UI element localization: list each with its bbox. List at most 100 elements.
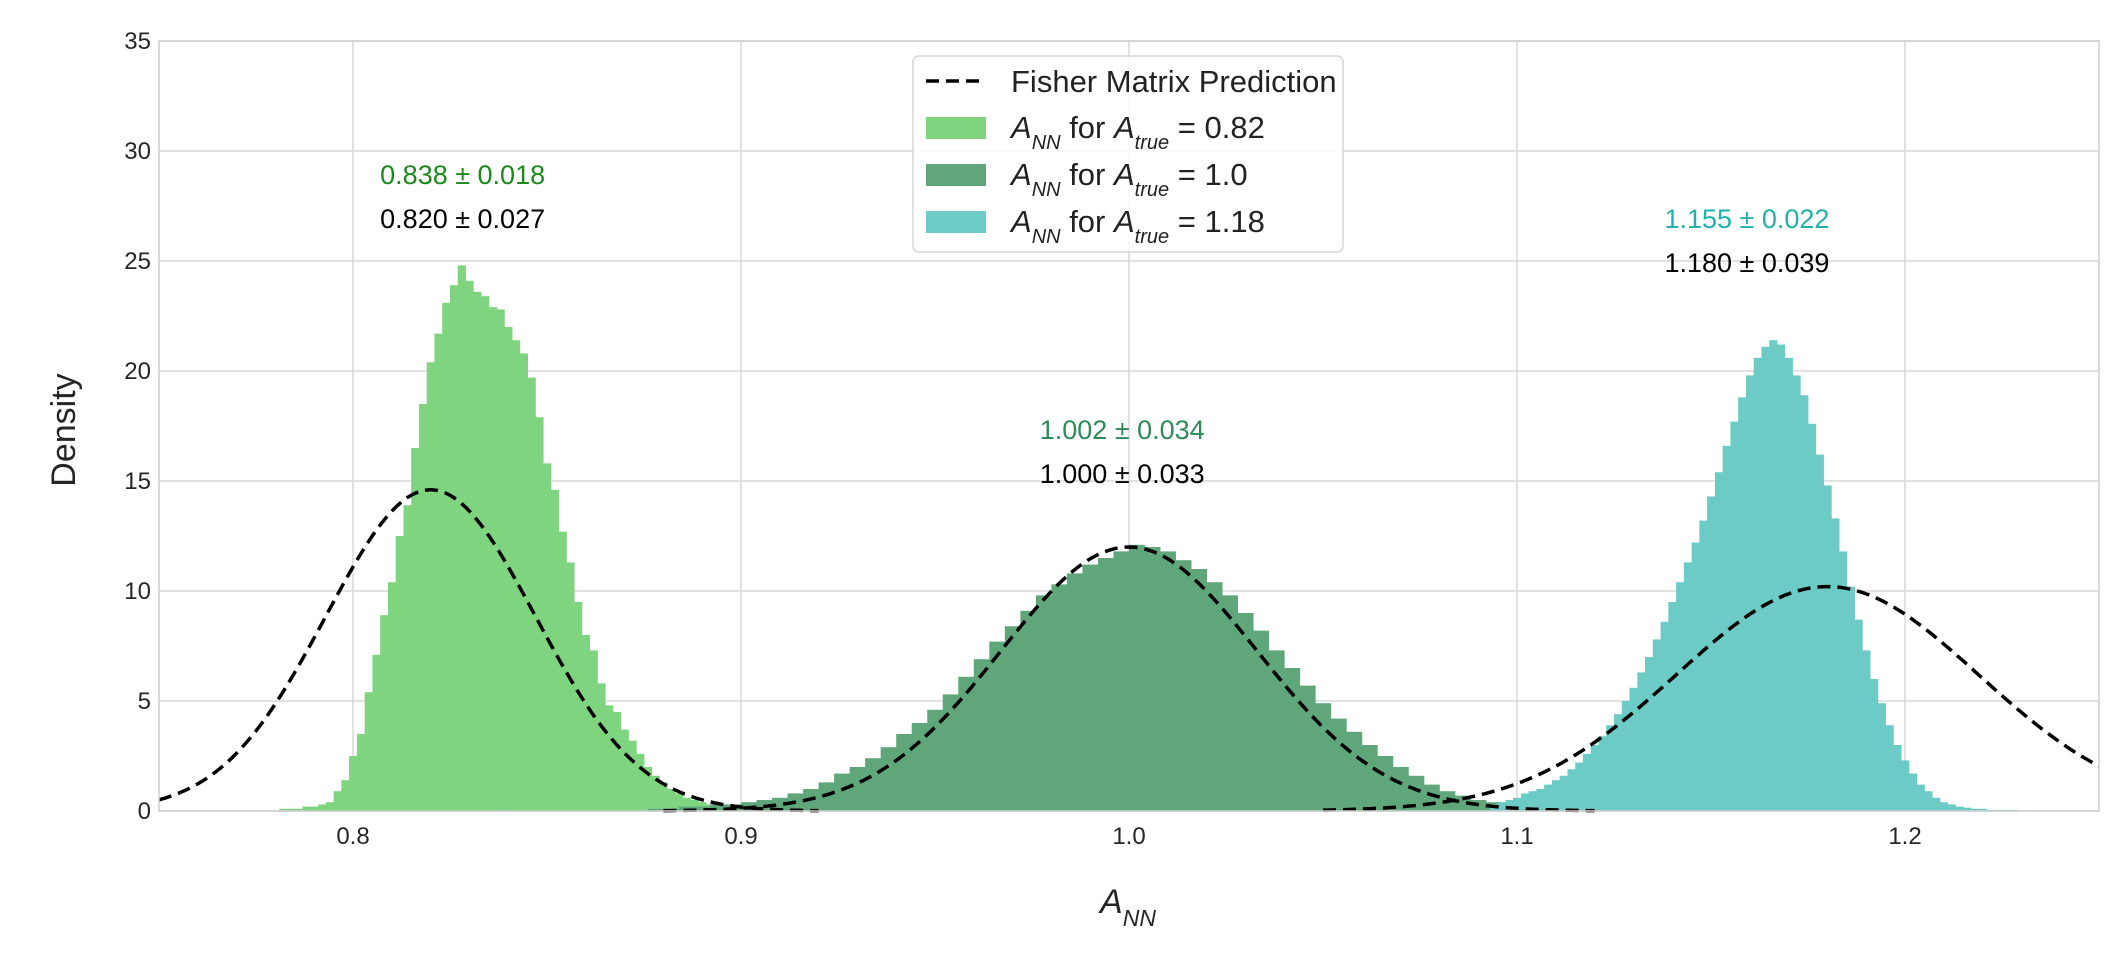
hist-0-bar-30: [512, 340, 521, 811]
hist-0-bar-26: [481, 296, 490, 811]
hist-0-bar-28: [496, 309, 505, 811]
hist-2-bar-19: [1637, 672, 1646, 811]
hist-1-bar-34: [1175, 560, 1192, 811]
hist-2-bar-1: [1497, 802, 1506, 811]
y-tick-label-5: 25: [124, 248, 151, 275]
hist-2-bar-55: [1916, 784, 1925, 811]
hist-0-bar-22: [450, 285, 459, 811]
legend-label-082: ANN for Atrue = 0.82: [1009, 110, 1265, 154]
hist-1-bar-29: [1097, 558, 1114, 811]
plot-frame: [158, 40, 2100, 812]
fisher-curve-2: [1323, 584, 2100, 812]
annotation-5: 1.180 ± 0.039: [1664, 248, 1829, 278]
hist-1-bar-18: [927, 709, 944, 811]
hist-0-bar-40: [589, 650, 598, 811]
hist-0-bar-46: [636, 753, 645, 811]
annotations: 0.838 ± 0.018 0.820 ± 0.027 1.002 ± 0.034 1…: [380, 160, 1829, 489]
hist-0-bar-11: [364, 692, 373, 811]
hist-0-bar-21: [442, 302, 451, 811]
hist-2-bar-12: [1582, 753, 1592, 811]
hist-0-bar-24: [465, 280, 474, 811]
hist-0-bar-0: [279, 808, 288, 811]
hist-2-bar-36: [1769, 340, 1778, 811]
legend-swatch-100: [926, 164, 986, 186]
hist-2-bar-13: [1590, 745, 1599, 811]
hist-0-bar-14: [387, 582, 397, 811]
hist-0-bar-48: [651, 775, 660, 811]
hist-2-bar-34: [1753, 357, 1762, 811]
hist-1-bar-31: [1129, 544, 1145, 811]
hist-2-bar-14: [1598, 736, 1607, 811]
hist-2-bar-42: [1815, 454, 1824, 811]
hist-2-bar-37: [1776, 344, 1786, 811]
hist-0-bar-47: [644, 767, 653, 811]
hist-2-bar-20: [1645, 657, 1654, 811]
hist-1-bar-16: [896, 734, 913, 811]
hist-1-bar-15: [880, 747, 897, 811]
hist-1-bar-38: [1237, 613, 1254, 811]
hist-2-bar-39: [1792, 375, 1801, 811]
hist-2-bar-53: [1901, 760, 1910, 811]
hist-1-bar-24: [1020, 610, 1037, 811]
hist-0-bar-15: [395, 536, 404, 811]
hist-0-bar-16: [403, 505, 412, 811]
hist-2-bar-40: [1800, 395, 1809, 811]
x-tick-label-1: 0.9: [724, 823, 757, 850]
hist-2-bar-5: [1528, 791, 1537, 811]
hist-0-bar-23: [457, 265, 466, 811]
hist-0-bar-4: [310, 806, 319, 811]
hist-1-bar-40: [1268, 650, 1285, 811]
hist-2-bar-57: [1932, 797, 1941, 811]
fisher-curve-1: [663, 545, 1595, 813]
hist-2-bar-63: [1978, 808, 1987, 811]
y-tick-label-2: 10: [124, 578, 151, 605]
hist-0-bar-51: [675, 793, 684, 811]
hist-2-bar-7: [1544, 784, 1553, 811]
legend-swatch-118: [926, 211, 986, 233]
y-tick-labels: 0 5 10 15 20 25 30 35: [124, 28, 151, 825]
hist-1-bar-14: [865, 758, 882, 811]
hist-0-bar-33: [535, 417, 544, 811]
hist-2-bar-31: [1730, 421, 1739, 811]
hist-0-bar-38: [574, 602, 583, 811]
hist-1-bar-26: [1051, 584, 1068, 811]
hist-1-bar-39: [1253, 630, 1270, 811]
hist-1-bar-3: [694, 806, 711, 811]
hist-1-bar-11: [818, 782, 835, 811]
hist-2-bar-15: [1606, 725, 1615, 811]
hist-1-bar-22: [989, 641, 1006, 811]
hist-0-bar-25: [473, 291, 482, 811]
hist-1-bar-47: [1377, 756, 1394, 811]
hist-1-bar-28: [1082, 564, 1099, 811]
fisher-curves: [158, 488, 2100, 813]
annotation-0: 0.838 ± 0.018: [380, 160, 545, 190]
hist-2-bar-51: [1885, 725, 1894, 811]
hist-2-bar-52: [1893, 745, 1902, 811]
annotation-2: 1.002 ± 0.034: [1040, 415, 1205, 445]
legend-swatch-082: [926, 117, 986, 139]
hist-0-bar-49: [659, 782, 668, 811]
hist-0-bar-12: [372, 654, 381, 811]
y-tick-label-4: 20: [124, 358, 151, 385]
hist-0-bar-44: [620, 729, 629, 811]
hist-2-bar-38: [1784, 357, 1793, 811]
hist-1-bar-44: [1330, 718, 1347, 811]
hist-0-bar-18: [418, 404, 428, 811]
hist-1-bar-13: [849, 767, 866, 811]
hist-1-bar-37: [1222, 595, 1239, 811]
hist-2-bar-6: [1536, 789, 1545, 811]
hist-0-bar-42: [605, 705, 614, 811]
x-tick-label-4: 1.2: [1888, 823, 1921, 850]
hist-1-bar-46: [1361, 745, 1378, 811]
hist-2-bar-26: [1691, 542, 1700, 811]
hist-0-bar-17: [411, 448, 420, 811]
hist-2-bar-22: [1660, 621, 1669, 811]
hist-0-bar-50: [667, 789, 676, 811]
hist-0-bar-8: [341, 780, 350, 811]
hist-1-bar-12: [834, 773, 851, 811]
hist-2-bar-33: [1745, 375, 1755, 811]
x-tick-label-2: 1.0: [1112, 823, 1145, 850]
hist-0-bar-20: [434, 333, 443, 811]
hist-2-bar-49: [1870, 679, 1879, 811]
